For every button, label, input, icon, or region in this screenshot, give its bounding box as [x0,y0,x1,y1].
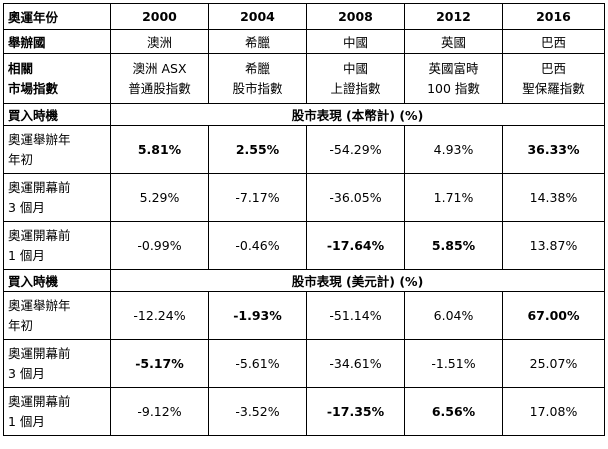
section-header-row: 買入時機 股市表現 (美元計) (%) [3,269,605,292]
value-cell: 6.56% [404,387,503,436]
row-label: 奧運開幕前 3 個月 [3,339,111,388]
index-label: 相關 市場指數 [3,53,111,104]
olympics-stock-table: 奧運年份 2000 2004 2008 2012 2016 舉辦國 澳洲 希臘 … [3,3,605,436]
value-cell: 14.38% [502,173,605,222]
host-cell: 英國 [404,29,503,54]
row-label-line2: 年初 [8,151,34,167]
value-cell: -12.24% [110,291,209,340]
value-cell: 17.08% [502,387,605,436]
value-cell: -7.17% [208,173,307,222]
row-label: 奧運開幕前 1 個月 [3,387,111,436]
value-cell: -1.93% [208,291,307,340]
value-cell: -9.12% [110,387,209,436]
value-cell: 25.07% [502,339,605,388]
value-cell: -51.14% [306,291,405,340]
value-cell: -54.29% [306,125,405,174]
row-label-line1: 奧運開幕前 [8,345,71,361]
index-label-line2: 市場指數 [8,80,59,96]
row-label-line1: 奧運舉辦年 [8,131,71,147]
section-title: 股市表現 (本幣計) (%) [110,103,605,126]
value-cell: 1.71% [404,173,503,222]
section-timing-label: 買入時機 [3,269,111,292]
host-cell: 中國 [306,29,405,54]
row-label-line2: 年初 [8,317,34,333]
table-row: 奧運舉辦年 年初 5.81% 2.55% -54.29% 4.93% 36.33% [3,125,605,174]
host-cell: 巴西 [502,29,605,54]
index-line1: 英國富時 [428,60,479,76]
value-cell: -5.61% [208,339,307,388]
year-2012: 2012 [404,3,503,30]
index-line2: 上證指數 [330,80,381,96]
year-2016: 2016 [502,3,605,30]
index-line1: 巴西 [540,60,566,76]
host-row: 舉辦國 澳洲 希臘 中國 英國 巴西 [3,29,605,54]
index-cell: 希臘 股市指數 [208,53,307,104]
row-label: 奧運舉辦年 年初 [3,291,111,340]
index-line2: 股市指數 [232,80,283,96]
index-row: 相關 市場指數 澳洲 ASX 普通股指數 希臘 股市指數 中國 上證指數 英國富… [3,53,605,104]
value-cell: -0.46% [208,221,307,270]
value-cell: -5.17% [110,339,209,388]
index-cell: 澳洲 ASX 普通股指數 [110,53,209,104]
index-cell: 巴西 聖保羅指數 [502,53,605,104]
row-label-line2: 1 個月 [8,247,45,263]
host-label: 舉辦國 [3,29,111,54]
row-label-line1: 奧運開幕前 [8,393,71,409]
value-cell: -0.99% [110,221,209,270]
value-cell: -1.51% [404,339,503,388]
index-line2: 普通股指數 [128,80,191,96]
section-title: 股市表現 (美元計) (%) [110,269,605,292]
row-label: 奧運舉辦年 年初 [3,125,111,174]
index-line2: 聖保羅指數 [522,80,585,96]
row-label-line1: 奧運開幕前 [8,227,71,243]
value-cell: -36.05% [306,173,405,222]
row-label-line2: 1 個月 [8,413,45,429]
year-header-label: 奧運年份 [3,3,111,30]
value-cell: -3.52% [208,387,307,436]
host-cell: 澳洲 [110,29,209,54]
table-row: 奧運開幕前 3 個月 -5.17% -5.61% -34.61% -1.51% 25.07% [3,339,605,388]
section-header-row: 買入時機 股市表現 (本幣計) (%) [3,103,605,126]
table-row: 奧運舉辦年 年初 -12.24% -1.93% -51.14% 6.04% 67.00% [3,291,605,340]
row-label-line1: 奧運開幕前 [8,179,71,195]
index-line1: 中國 [342,60,368,76]
index-cell: 英國富時 100 指數 [404,53,503,104]
row-label: 奧運開幕前 3 個月 [3,173,111,222]
value-cell: -17.35% [306,387,405,436]
value-cell: 5.85% [404,221,503,270]
row-label-line2: 3 個月 [8,199,45,215]
host-cell: 希臘 [208,29,307,54]
value-cell: 4.93% [404,125,503,174]
year-2000: 2000 [110,3,209,30]
year-2008: 2008 [306,3,405,30]
value-cell: 36.33% [502,125,605,174]
table-row: 奧運開幕前 3 個月 5.29% -7.17% -36.05% 1.71% 14.38% [3,173,605,222]
section-timing-label: 買入時機 [3,103,111,126]
value-cell: -17.64% [306,221,405,270]
index-label-line1: 相關 [8,60,34,76]
value-cell: 6.04% [404,291,503,340]
sections-body: 買入時機 股市表現 (本幣計) (%) 奧運舉辦年 年初 5.81% 2.55% -54.2… [3,103,605,436]
year-2004: 2004 [208,3,307,30]
value-cell: -34.61% [306,339,405,388]
value-cell: 5.81% [110,125,209,174]
value-cell: 2.55% [208,125,307,174]
row-label-line1: 奧運舉辦年 [8,297,71,313]
header-row: 奧運年份 2000 2004 2008 2012 2016 [3,3,605,30]
value-cell: 13.87% [502,221,605,270]
index-line1: 希臘 [244,60,270,76]
index-line2: 100 指數 [427,80,480,96]
row-label-line2: 3 個月 [8,365,45,381]
index-cell: 中國 上證指數 [306,53,405,104]
index-line1: 澳洲 ASX [132,60,187,76]
table-row: 奧運開幕前 1 個月 -0.99% -0.46% -17.64% 5.85% 13.87% [3,221,605,270]
row-label: 奧運開幕前 1 個月 [3,221,111,270]
table-row: 奧運開幕前 1 個月 -9.12% -3.52% -17.35% 6.56% 17.08% [3,387,605,436]
value-cell: 67.00% [502,291,605,340]
value-cell: 5.29% [110,173,209,222]
